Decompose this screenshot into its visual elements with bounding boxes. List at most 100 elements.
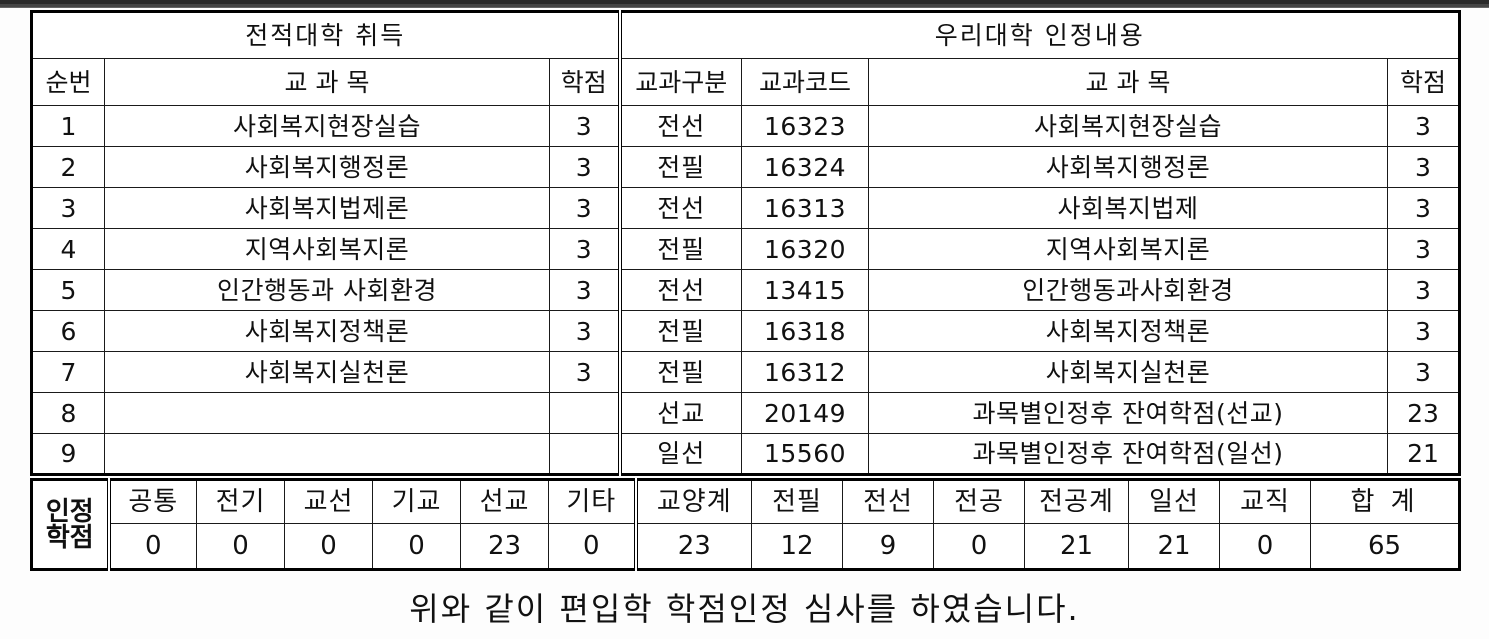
group-header-previous-university: 전적대학 취득: [31, 11, 622, 59]
cell-code: 16318: [741, 310, 869, 352]
cell-prev-credit: 3: [549, 228, 622, 270]
cell-our-course: 과목별인정후 잔여학점(선교): [868, 392, 1388, 434]
cell-our-course: 지역사회복지론: [868, 228, 1388, 270]
cell-prev-course: [104, 392, 550, 434]
cell-our-credit: 3: [1386, 351, 1461, 393]
cell-no: 1: [31, 105, 105, 147]
table-row: 5 인간행동과 사회환경 3 전선 13415 인간행동과사회환경 3: [31, 269, 1461, 311]
scan-artifact-band: [0, 0, 1489, 7]
cell-our-credit: 3: [1386, 146, 1461, 188]
cell-category: 선교: [617, 392, 742, 434]
summary-value-gita: 0: [548, 523, 636, 570]
summary-value-gigyo: 0: [372, 523, 461, 570]
cell-our-credit: 3: [1386, 228, 1461, 270]
table-row: 1 사회복지현장실습 3 전선 16323 사회복지현장실습 3: [31, 105, 1461, 147]
summary-header-gyoseon: 교선: [284, 479, 373, 524]
summary-header-jeongi: 전기: [196, 479, 285, 524]
summary-header-total: 합 계: [1310, 479, 1460, 524]
summary-label-line2: 학점: [45, 522, 94, 553]
summary-header-gita: 기타: [548, 479, 636, 524]
cell-category: 전선: [617, 187, 742, 229]
cell-prev-course: 사회복지법제론: [104, 187, 550, 229]
summary-value-gyojik: 0: [1219, 523, 1311, 570]
cell-our-course: 사회복지행정론: [868, 146, 1388, 188]
credit-summary-table: 인정 학점 공통 전기 교선 기교 선교 기타 교양계 전필 전선 전공 전공계…: [30, 478, 1461, 571]
cell-category: 일선: [617, 433, 742, 475]
col-header-no: 순번: [31, 58, 105, 106]
cell-code: 16324: [741, 146, 869, 188]
cell-no: 4: [31, 228, 105, 270]
summary-header-gyoyanggye: 교양계: [633, 479, 752, 524]
cell-our-course: 사회복지실천론: [868, 351, 1388, 393]
cell-prev-credit: 3: [549, 269, 622, 311]
cell-code: 13415: [741, 269, 869, 311]
summary-value-gyoseon: 0: [284, 523, 373, 570]
cell-our-credit: 3: [1386, 269, 1461, 311]
summary-value-seongyo: 23: [460, 523, 549, 570]
cell-our-credit: 21: [1386, 433, 1461, 475]
cell-category: 전선: [617, 105, 742, 147]
cell-our-credit: 23: [1386, 392, 1461, 434]
cell-code: 20149: [741, 392, 869, 434]
summary-header-jeonpil: 전필: [751, 479, 843, 524]
col-header-prev-credit: 학점: [549, 58, 622, 106]
table-row: 8 선교 20149 과목별인정후 잔여학점(선교) 23: [31, 392, 1461, 434]
cell-prev-course: 사회복지정책론: [104, 310, 550, 352]
summary-header-gigyo: 기교: [372, 479, 461, 524]
col-header-our-credit: 학점: [1386, 58, 1461, 106]
credit-transfer-table-container: 전적대학 취득 우리대학 인정내용 순번 교 과 목 학점 교과구분 교과코드 …: [30, 10, 1462, 571]
summary-header-jeongong: 전공: [933, 479, 1025, 524]
cell-prev-credit: 3: [549, 146, 622, 188]
cell-prev-course: 사회복지현장실습: [104, 105, 550, 147]
cell-no: 6: [31, 310, 105, 352]
summary-value-jeongi: 0: [196, 523, 285, 570]
summary-header-gyojik: 교직: [1219, 479, 1311, 524]
cell-no: 8: [31, 392, 105, 434]
cell-our-course: 인간행동과사회환경: [868, 269, 1388, 311]
summary-value-row: 0 0 0 0 23 0 23 12 9 0 21 21 0 65: [32, 523, 1460, 570]
summary-value-jeonseon: 9: [842, 523, 934, 570]
cell-category: 전선: [617, 269, 742, 311]
cell-no: 7: [31, 351, 105, 393]
summary-value-jeongong: 0: [933, 523, 1025, 570]
cell-no: 9: [31, 433, 105, 475]
summary-value-total: 65: [1310, 523, 1460, 570]
summary-row-label: 인정 학점: [31, 479, 111, 570]
cell-code: 16312: [741, 351, 869, 393]
cell-prev-course: 사회복지행정론: [104, 146, 550, 188]
summary-value-ilseon: 21: [1128, 523, 1220, 570]
table-row: 9 일선 15560 과목별인정후 잔여학점(일선) 21: [31, 433, 1461, 475]
cell-category: 전필: [617, 228, 742, 270]
cell-prev-credit: 3: [549, 310, 622, 352]
cell-our-course: 과목별인정후 잔여학점(일선): [868, 433, 1388, 475]
cell-code: 16320: [741, 228, 869, 270]
cell-prev-course: 지역사회복지론: [104, 228, 550, 270]
cell-category: 전필: [617, 310, 742, 352]
cell-category: 전필: [617, 146, 742, 188]
cell-our-course: 사회복지법제: [868, 187, 1388, 229]
credit-transfer-table: 전적대학 취득 우리대학 인정내용 순번 교 과 목 학점 교과구분 교과코드 …: [30, 10, 1462, 476]
footer-statement: 위와 같이 편입학 학점인정 심사를 하였습니다.: [409, 590, 1080, 628]
cell-no: 3: [31, 187, 105, 229]
cell-prev-course: 인간행동과 사회환경: [104, 269, 550, 311]
scan-artifact-band-secondary: [0, 4, 1489, 8]
cell-our-course: 사회복지정책론: [868, 310, 1388, 352]
cell-prev-credit: 3: [549, 351, 622, 393]
table-row: 7 사회복지실천론 3 전필 16312 사회복지실천론 3: [31, 351, 1461, 393]
cell-category: 전필: [617, 351, 742, 393]
group-header-row: 전적대학 취득 우리대학 인정내용: [31, 11, 1461, 59]
summary-header-gongtong: 공통: [106, 479, 197, 524]
table-row: 3 사회복지법제론 3 전선 16313 사회복지법제 3: [31, 187, 1461, 229]
summary-label-line1: 인정: [45, 496, 94, 527]
cell-prev-credit: [549, 392, 622, 434]
cell-prev-course: 사회복지실천론: [104, 351, 550, 393]
credit-transfer-table-body: 1 사회복지현장실습 3 전선 16323 사회복지현장실습 3 2 사회복지행…: [31, 105, 1461, 475]
summary-value-gyoyanggye: 23: [633, 523, 752, 570]
cell-prev-credit: 3: [549, 105, 622, 147]
summary-header-seongyo: 선교: [460, 479, 549, 524]
col-header-code: 교과코드: [741, 58, 869, 106]
cell-prev-course: [104, 433, 550, 475]
table-row: 4 지역사회복지론 3 전필 16320 지역사회복지론 3: [31, 228, 1461, 270]
cell-code: 16313: [741, 187, 869, 229]
cell-code: 15560: [741, 433, 869, 475]
